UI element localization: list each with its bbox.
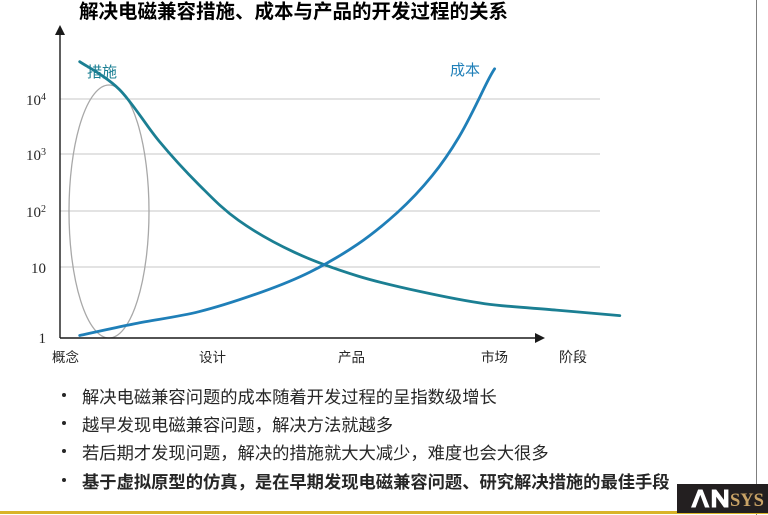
svg-text:104: 104 <box>26 92 46 110</box>
svg-text:102: 102 <box>26 204 46 222</box>
svg-text:1: 1 <box>39 331 47 347</box>
svg-text:设计: 设计 <box>199 346 226 366</box>
svg-text:产品: 产品 <box>338 346 365 366</box>
svg-text:103: 103 <box>26 147 46 165</box>
svg-text:成本: 成本 <box>450 59 480 80</box>
svg-text:概念: 概念 <box>52 346 79 366</box>
svg-text:措施: 措施 <box>87 61 117 82</box>
svg-text:10: 10 <box>31 261 46 277</box>
svg-text:市场: 市场 <box>481 346 508 366</box>
svg-text:阶段: 阶段 <box>559 347 587 367</box>
svg-text:SYS: SYS <box>730 491 764 511</box>
